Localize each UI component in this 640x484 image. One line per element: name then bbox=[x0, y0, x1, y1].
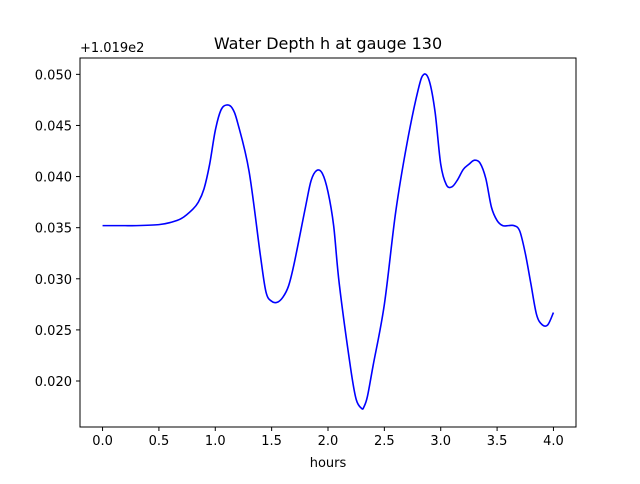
x-tick-label: 0.0 bbox=[92, 434, 113, 449]
chart-title: Water Depth h at gauge 130 bbox=[214, 34, 442, 53]
x-tick-label: 1.5 bbox=[261, 434, 282, 449]
y-axis-offset-label: +1.019e2 bbox=[80, 41, 144, 56]
series-layer bbox=[102, 73, 555, 410]
y-tick-label: 0.020 bbox=[35, 375, 72, 390]
plot-frame bbox=[79, 57, 577, 428]
y-tick-label: 0.050 bbox=[35, 68, 72, 83]
series-line bbox=[102, 73, 555, 410]
y-tick-label: 0.030 bbox=[35, 273, 72, 288]
axis-ticks: 0.0 0.5 1.0 1.5 2.0 2.5 3.0 3.5 4.0 0.020 0.025 0.0… bbox=[35, 68, 564, 449]
y-tick-label: 0.025 bbox=[35, 324, 72, 339]
y-tick-label: 0.045 bbox=[35, 119, 72, 134]
y-tick-label: 0.035 bbox=[35, 222, 72, 237]
x-tick-label: 4.0 bbox=[543, 434, 564, 449]
x-tick-label: 1.0 bbox=[205, 434, 226, 449]
y-tick-label: 0.040 bbox=[35, 171, 72, 186]
x-axis-label: hours bbox=[310, 456, 347, 471]
x-tick-label: 2.5 bbox=[374, 434, 395, 449]
x-tick-label: 2.0 bbox=[318, 434, 339, 449]
x-tick-label: 3.5 bbox=[487, 434, 508, 449]
x-tick-label: 0.5 bbox=[149, 434, 170, 449]
x-tick-label: 3.0 bbox=[430, 434, 451, 449]
